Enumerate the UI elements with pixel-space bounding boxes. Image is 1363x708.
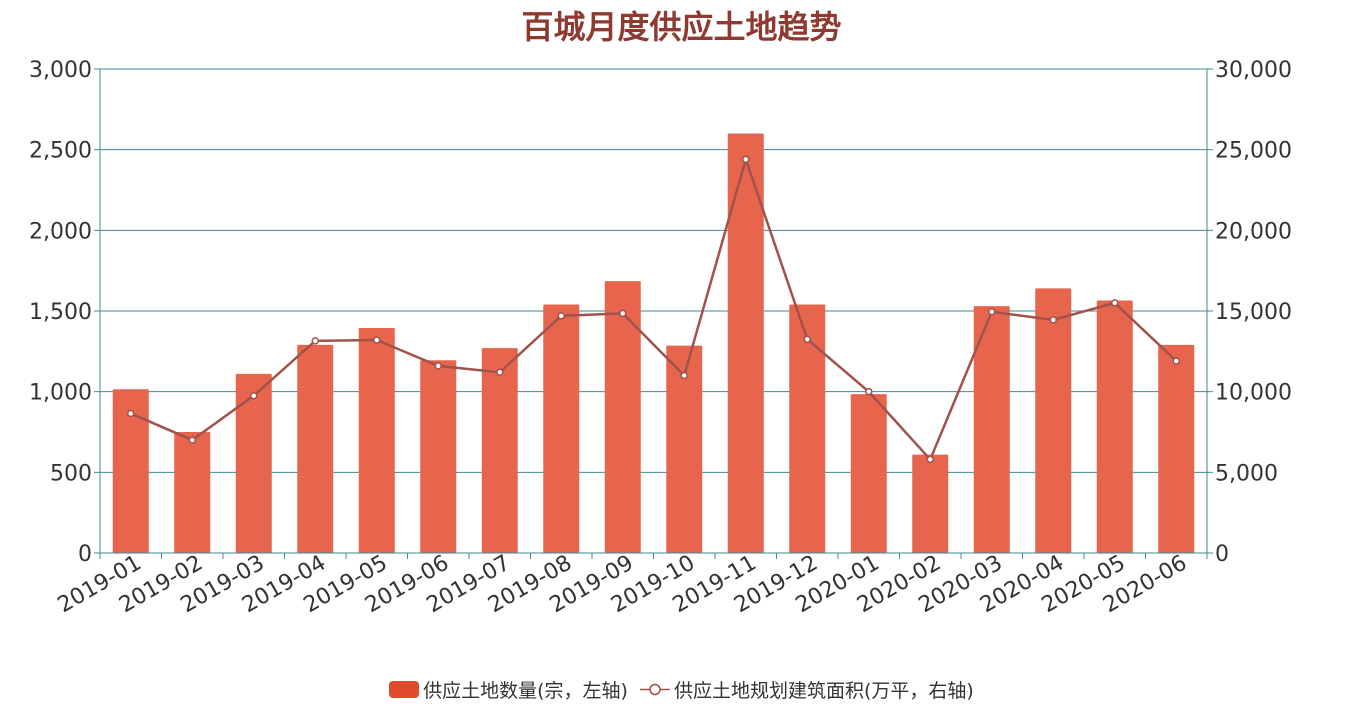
bar[interactable] bbox=[789, 304, 826, 553]
bar[interactable] bbox=[604, 281, 641, 553]
line-series bbox=[127, 155, 1180, 464]
right-axis-tick-label: 30,000 bbox=[1215, 58, 1292, 83]
line-point[interactable] bbox=[619, 309, 627, 318]
line-point[interactable] bbox=[988, 308, 996, 316]
line-point[interactable] bbox=[250, 391, 258, 400]
axes bbox=[94, 68, 1213, 559]
line-point[interactable] bbox=[311, 337, 319, 345]
bar[interactable] bbox=[1096, 300, 1133, 553]
line-point[interactable] bbox=[1049, 316, 1057, 324]
legend-line-swatch bbox=[640, 683, 671, 696]
left-axis-tick-label: 500 bbox=[50, 461, 92, 486]
line-point[interactable] bbox=[803, 335, 811, 343]
bar[interactable] bbox=[1035, 288, 1072, 553]
bar[interactable] bbox=[112, 389, 149, 553]
line-point[interactable] bbox=[557, 312, 565, 320]
left-axis-tick-label: 1,500 bbox=[29, 300, 92, 325]
bar[interactable] bbox=[235, 373, 272, 553]
line-point[interactable] bbox=[127, 409, 135, 418]
left-axis-tick-label: 2,000 bbox=[29, 219, 92, 244]
line-point[interactable] bbox=[742, 155, 750, 164]
line-point[interactable] bbox=[1111, 299, 1119, 307]
bar[interactable] bbox=[420, 360, 457, 553]
legend-label-line: 供应土地规划建筑面积(万平，右轴) bbox=[674, 680, 974, 702]
line-point[interactable] bbox=[496, 368, 504, 377]
left-axis-tick-label: 2,500 bbox=[29, 139, 92, 164]
line-point[interactable] bbox=[680, 371, 688, 380]
right-axis-tick-label: 15,000 bbox=[1215, 300, 1292, 325]
bar[interactable] bbox=[727, 133, 764, 554]
bar[interactable] bbox=[912, 454, 949, 553]
line-point[interactable] bbox=[865, 387, 873, 396]
line-point[interactable] bbox=[373, 336, 381, 344]
left-axis-tick-label: 1,000 bbox=[29, 381, 92, 406]
right-axis-tick-label: 0 bbox=[1215, 542, 1229, 567]
left-axis-tick-label: 3,000 bbox=[29, 58, 92, 83]
bar[interactable] bbox=[973, 306, 1010, 553]
chart-canvas: 0 0 500 5,000 1,000 10,000 1,500 15,000 2,000 20,… bbox=[29, 58, 1292, 618]
bar[interactable] bbox=[666, 345, 703, 553]
bar[interactable] bbox=[1158, 344, 1195, 553]
bar[interactable] bbox=[297, 344, 334, 553]
bar[interactable] bbox=[174, 432, 211, 553]
legend-item-line[interactable]: 供应土地规划建筑面积(万平，右轴) bbox=[640, 676, 974, 703]
line-point[interactable] bbox=[1172, 357, 1180, 365]
bar-series bbox=[112, 133, 1195, 554]
right-axis-tick-label: 5,000 bbox=[1215, 461, 1278, 486]
bar[interactable] bbox=[543, 304, 580, 553]
gridlines bbox=[100, 68, 1207, 473]
bar[interactable] bbox=[358, 327, 395, 553]
legend-label-bars: 供应土地数量(宗，左轴) bbox=[423, 680, 628, 702]
line-point[interactable] bbox=[926, 455, 934, 464]
right-axis-tick-label: 25,000 bbox=[1215, 139, 1292, 164]
legend-bar-swatch bbox=[389, 681, 420, 698]
line-point[interactable] bbox=[434, 362, 442, 370]
legend: 供应土地数量(宗，左轴) 供应土地规划建筑面积(万平，右轴) bbox=[0, 676, 1363, 703]
left-axis-tick-label: 0 bbox=[78, 542, 92, 567]
bar[interactable] bbox=[850, 394, 887, 553]
legend-item-bars[interactable]: 供应土地数量(宗，左轴) bbox=[389, 676, 628, 703]
bar[interactable] bbox=[481, 348, 518, 553]
line-path bbox=[130, 155, 1178, 462]
line-point[interactable] bbox=[188, 436, 196, 444]
chart-title: 百城月度供应土地趋势 bbox=[521, 8, 842, 46]
right-axis-tick-label: 10,000 bbox=[1215, 381, 1292, 406]
right-axis-tick-label: 20,000 bbox=[1215, 219, 1292, 244]
